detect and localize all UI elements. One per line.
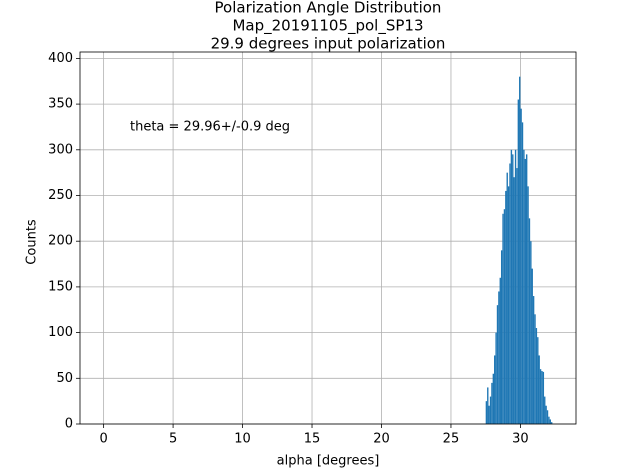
- bar: [521, 122, 524, 424]
- chart-title-line: 29.9 degrees input polarization: [211, 35, 446, 53]
- bar: [530, 241, 532, 424]
- bar: [523, 149, 525, 424]
- bar: [498, 291, 500, 424]
- bar: [491, 382, 493, 424]
- bar: [525, 154, 528, 425]
- bar: [528, 218, 531, 424]
- bar: [542, 371, 545, 424]
- bar: [500, 250, 503, 424]
- bar: [544, 396, 546, 424]
- x-tick-label: 20: [373, 432, 390, 447]
- y-tick-label: 350: [48, 97, 73, 112]
- bar: [513, 177, 515, 424]
- bar: [487, 387, 489, 424]
- y-tick-label: 200: [48, 234, 73, 249]
- y-tick-label: 50: [56, 371, 73, 386]
- y-tick-label: 400: [48, 51, 73, 66]
- bar: [503, 209, 506, 424]
- bar: [485, 401, 488, 424]
- bar: [517, 99, 520, 424]
- chart-title-line: Polarization Angle Distribution: [215, 0, 442, 17]
- y-tick-label: 300: [48, 142, 73, 157]
- bar: [505, 190, 507, 424]
- y-tick-label: 100: [48, 325, 73, 340]
- bar: [538, 355, 540, 424]
- bar: [516, 168, 518, 424]
- x-tick-label: 5: [169, 432, 177, 447]
- bar: [510, 149, 513, 424]
- bar: [512, 154, 514, 425]
- bar: [534, 314, 536, 424]
- bar: [531, 268, 533, 424]
- bar: [549, 419, 551, 424]
- bar: [514, 149, 517, 424]
- bar: [492, 373, 495, 424]
- bar: [519, 76, 521, 424]
- bar: [499, 277, 501, 424]
- bar: [532, 296, 535, 424]
- bar: [520, 108, 522, 424]
- bar: [496, 305, 499, 424]
- bar: [535, 328, 538, 424]
- bar: [494, 355, 496, 424]
- bar: [545, 405, 547, 424]
- annotation: theta = 29.96+/-0.9 deg: [130, 120, 290, 135]
- bar: [524, 158, 526, 424]
- y-tick-label: 150: [48, 279, 73, 294]
- bar: [527, 186, 529, 424]
- x-axis-label: alpha [degrees]: [277, 454, 380, 469]
- bar: [509, 163, 511, 424]
- bar: [495, 332, 497, 424]
- chart-title-line: Map_20191105_pol_SP13: [232, 17, 423, 36]
- y-tick-label: 0: [65, 417, 73, 432]
- bar: [546, 410, 549, 424]
- bar: [502, 213, 504, 424]
- bar: [537, 337, 539, 424]
- bar: [506, 172, 508, 424]
- bar: [548, 416, 550, 424]
- y-tick-label: 250: [48, 188, 73, 203]
- x-tick-label: 10: [234, 432, 251, 447]
- y-axis-label: Counts: [25, 219, 40, 265]
- bar: [539, 369, 542, 424]
- x-tick-label: 25: [443, 432, 460, 447]
- plot-frame: [79, 51, 577, 425]
- bar: [507, 186, 510, 424]
- bar: [489, 396, 492, 424]
- bar: [550, 422, 553, 424]
- x-tick-label: 30: [512, 432, 529, 447]
- x-tick-label: 15: [304, 432, 321, 447]
- x-tick-label: 0: [99, 432, 107, 447]
- bar: [541, 370, 543, 424]
- bar: [488, 405, 490, 424]
